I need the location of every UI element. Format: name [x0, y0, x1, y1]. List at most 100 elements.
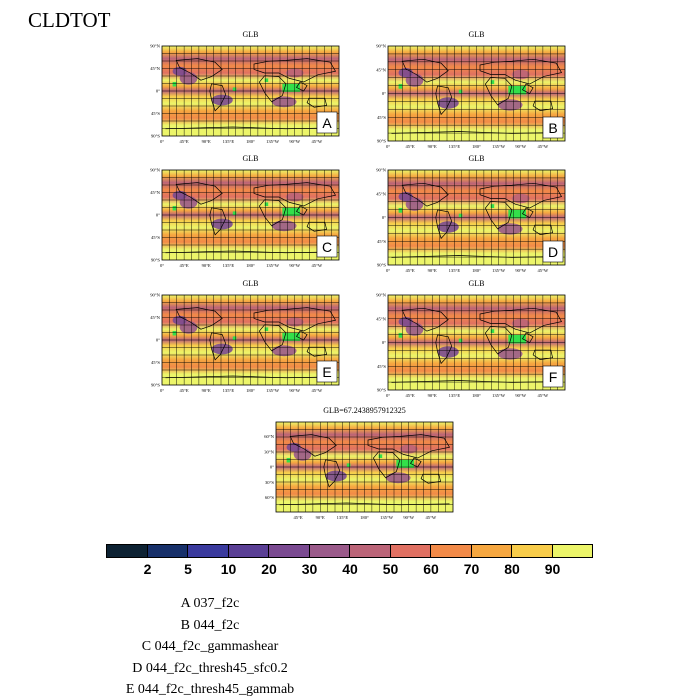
colorbar-label: 40 [342, 561, 358, 577]
map-svg: 90°N45°N0°45°S90°S0° 45°E 90°E 135°E 180° 135… [150, 293, 340, 393]
panel-letter: B [548, 120, 557, 136]
low-cloud-patch [385, 472, 411, 484]
dry-region-patch [232, 336, 237, 340]
panel-letter-box [542, 116, 564, 139]
lon-tick-label: 135°E [449, 144, 461, 149]
coastline [479, 307, 563, 334]
coastline [306, 97, 328, 108]
lon-tick-label: 90°W [515, 144, 526, 149]
lon-tick-label: 90°W [515, 268, 526, 273]
dry-region-patch [458, 338, 463, 343]
map-frame [161, 294, 340, 386]
panel-letter-box [316, 235, 338, 258]
map-svg: 60°N 30°N 0° 30°S 60°S 45°E 90°E 135°E 180° 135°W… [264, 421, 454, 520]
lon-tick-label: 135°W [380, 515, 394, 520]
dry-region-patch [172, 206, 177, 211]
lat-tick-label: 90°N [376, 293, 386, 298]
map-panel: GLB 90°N 45°N 0° 45°S 90°S 0° 45°E 90°E 135°E 180°… [363, 30, 590, 157]
coastline [522, 332, 534, 343]
coastline [165, 375, 336, 379]
lon-tick-label: 90°W [289, 388, 300, 393]
low-cloud-patch [271, 96, 297, 108]
map-panel: GLB 90°N 45°N 0° 45°S 90°S 0° 45°E 90°E 135°E 180°… [363, 279, 590, 406]
dry-region-patch [282, 83, 301, 92]
lon-tick-label: 90°W [515, 393, 526, 398]
dry-region-patch [264, 78, 269, 82]
map-panel: GLB 90°N 45°N 0° 45°S 90°S 0° 45°E 90°E 135°E 180°… [137, 30, 364, 152]
colorbar-swatch [430, 544, 472, 558]
coastline [435, 334, 453, 365]
panel-letter: F [549, 369, 558, 385]
panel-title: GLB [242, 154, 259, 163]
lat-tick-label: 90°S [377, 388, 386, 393]
lat-tick-label: 90°N [150, 168, 160, 173]
coastline [306, 221, 328, 232]
colorbar-swatch [511, 544, 553, 558]
dry-region-patch [232, 87, 237, 91]
lat-tick-label: 45°N [376, 316, 386, 321]
colorbar-swatch [268, 544, 310, 558]
panel-title: GLB [468, 279, 485, 288]
lon-tick-label: 135°E [223, 388, 235, 393]
lon-tick-label: 90°E [316, 515, 325, 520]
lon-tick-label: 45°E [180, 263, 189, 268]
map-svg: 90°N45°N0°45°S90°S0° 45°E 90°E 135°E 180° 135… [376, 168, 566, 273]
lat-tick-label: 45°S [151, 360, 160, 365]
dry-region-patch [172, 82, 177, 87]
dry-region-patch [508, 334, 527, 344]
lon-tick-label: 45°W [311, 388, 322, 393]
lon-tick-label: 135°W [266, 139, 280, 144]
lon-tick-label: 180° [360, 515, 369, 520]
lon-tick-label: 0° [160, 263, 164, 268]
lon-tick-label: 45°W [311, 263, 322, 268]
lat-tick-label: 0° [156, 213, 160, 218]
map-svg: 90°N45°N0°45°S90°S0° 45°E 90°E 135°E 180° 135… [376, 293, 566, 398]
lon-tick-label: 90°W [289, 263, 300, 268]
legend-entry: E 044_f2c_thresh45_gammab [125, 682, 295, 697]
colorbar-label: 70 [463, 561, 480, 577]
lon-tick-label: 90°E [428, 268, 437, 273]
coastline [253, 182, 337, 207]
low-cloud-patch [437, 97, 459, 109]
coastline [295, 81, 308, 92]
low-cloud-patch [211, 94, 233, 106]
panel-letter: D [548, 244, 558, 260]
lat-tick-label: 0° [270, 465, 274, 470]
coastline [484, 201, 513, 230]
dry-region-patch [378, 454, 383, 458]
lat-tick-label: 45°S [377, 239, 386, 244]
coastline [295, 205, 308, 216]
coastline [391, 131, 562, 134]
dry-region-patch [490, 204, 495, 208]
colorbar-swatch [308, 544, 350, 558]
lat-tick-label: 30°N [264, 449, 274, 454]
coastline [279, 502, 450, 506]
dry-region-patch [172, 331, 177, 336]
lon-tick-label: 135°E [449, 268, 461, 273]
lon-tick-label: 0° [386, 393, 390, 398]
panel-letter-box [542, 365, 564, 388]
lon-tick-label: 45°W [425, 515, 436, 520]
lat-tick-label: 90°N [150, 293, 160, 298]
coastline [175, 182, 223, 205]
lon-tick-label: 90°E [202, 139, 211, 144]
lon-tick-label: 180° [246, 139, 255, 144]
coastline [289, 434, 337, 457]
map-frame [387, 294, 566, 391]
map-frame [161, 45, 340, 137]
low-cloud-patch [437, 346, 459, 358]
coastline [253, 58, 337, 83]
coastline [401, 307, 449, 332]
lat-tick-label: 45°N [150, 190, 160, 195]
coastline [306, 346, 328, 357]
low-cloud-patch [271, 220, 297, 232]
lon-tick-label: 90°E [428, 144, 437, 149]
coastline [367, 434, 451, 459]
coastline [532, 224, 554, 235]
lon-tick-label: 45°E [406, 268, 415, 273]
low-cloud-patch [497, 223, 523, 235]
coastline [435, 209, 453, 240]
lat-tick-label: 90°N [376, 44, 386, 49]
dry-region-patch [398, 333, 403, 338]
lon-tick-label: 45°E [406, 393, 415, 398]
